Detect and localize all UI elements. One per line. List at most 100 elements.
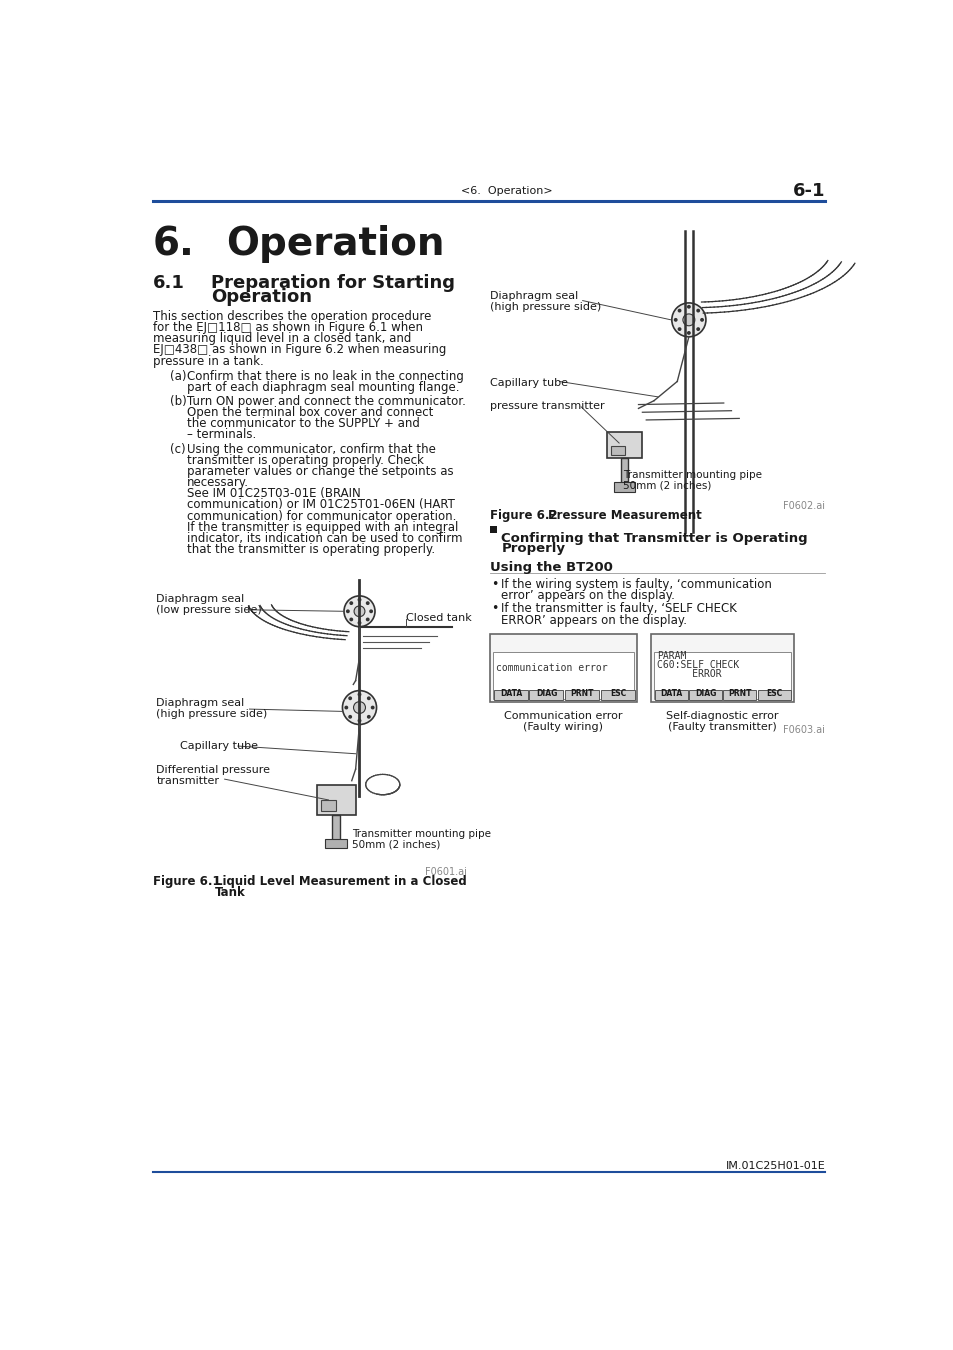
Text: PARAM: PARAM <box>657 651 686 661</box>
Text: PRNT: PRNT <box>728 690 751 698</box>
Circle shape <box>677 327 680 331</box>
Text: •: • <box>491 578 498 591</box>
Text: If the transmitter is faulty, ‘SELF CHECK: If the transmitter is faulty, ‘SELF CHEC… <box>500 602 736 616</box>
Bar <box>654 652 790 699</box>
Text: (Faulty transmitter): (Faulty transmitter) <box>667 722 776 732</box>
Text: Operation: Operation <box>226 225 444 263</box>
Text: Operation: Operation <box>211 288 312 305</box>
Text: pressure in a tank.: pressure in a tank. <box>152 355 263 367</box>
Text: Open the terminal box cover and connect: Open the terminal box cover and connect <box>187 406 433 418</box>
Circle shape <box>348 716 352 718</box>
Text: Transmitter mounting pipe: Transmitter mounting pipe <box>352 829 490 840</box>
Circle shape <box>367 697 371 701</box>
Circle shape <box>357 598 361 602</box>
Bar <box>564 690 598 701</box>
Text: measuring liquid level in a closed tank, and: measuring liquid level in a closed tank,… <box>152 332 411 346</box>
Bar <box>613 482 635 491</box>
Text: transmitter: transmitter <box>156 776 219 786</box>
Text: F0603.ai: F0603.ai <box>782 725 824 736</box>
Text: •: • <box>491 602 498 616</box>
Circle shape <box>342 691 376 725</box>
Circle shape <box>686 331 690 335</box>
Text: Communication error: Communication error <box>503 711 622 721</box>
Text: transmitter is operating properly. Check: transmitter is operating properly. Check <box>187 454 423 467</box>
Text: (low pressure side): (low pressure side) <box>156 605 262 616</box>
Text: parameter values or change the setpoints as: parameter values or change the setpoints… <box>187 464 453 478</box>
Circle shape <box>344 706 348 710</box>
Circle shape <box>354 702 365 713</box>
Text: the communicator to the SUPPLY + and: the communicator to the SUPPLY + and <box>187 417 419 431</box>
Bar <box>316 784 355 815</box>
Text: for the EJ□118□ as shown in Figure 6.1 when: for the EJ□118□ as shown in Figure 6.1 w… <box>152 321 422 333</box>
Text: IM.01C25H01-01E: IM.01C25H01-01E <box>725 1161 824 1172</box>
Circle shape <box>348 697 352 701</box>
Circle shape <box>357 621 361 625</box>
Circle shape <box>369 609 373 613</box>
Text: that the transmitter is operating properly.: that the transmitter is operating proper… <box>187 543 435 556</box>
Bar <box>688 690 721 701</box>
Text: F0601.ai: F0601.ai <box>424 867 466 878</box>
Bar <box>332 815 340 842</box>
Text: Figure 6.1: Figure 6.1 <box>152 875 220 888</box>
Circle shape <box>671 302 705 336</box>
Text: (a): (a) <box>170 370 186 382</box>
Text: C60:SELF CHECK: C60:SELF CHECK <box>657 660 739 670</box>
Text: indicator, its indication can be used to confirm: indicator, its indication can be used to… <box>187 532 461 545</box>
Text: Preparation for Starting: Preparation for Starting <box>211 274 455 292</box>
Circle shape <box>686 305 690 309</box>
Text: ERROR’ appears on the display.: ERROR’ appears on the display. <box>500 614 686 626</box>
Bar <box>529 690 562 701</box>
Circle shape <box>357 693 361 697</box>
Circle shape <box>700 319 703 321</box>
Text: (c): (c) <box>170 443 185 456</box>
Text: PRNT: PRNT <box>570 690 594 698</box>
Text: pressure transmitter: pressure transmitter <box>489 401 603 410</box>
Text: DATA: DATA <box>659 690 682 698</box>
Text: (high pressure side): (high pressure side) <box>156 709 268 720</box>
Text: ESC: ESC <box>765 690 781 698</box>
Text: Capillary tube: Capillary tube <box>179 741 257 751</box>
Text: (high pressure side): (high pressure side) <box>489 302 600 312</box>
Circle shape <box>371 706 375 710</box>
Text: Turn ON power and connect the communicator.: Turn ON power and connect the communicat… <box>187 396 465 408</box>
Bar <box>650 634 794 702</box>
Circle shape <box>677 309 680 312</box>
Text: Using the BT200: Using the BT200 <box>489 560 612 574</box>
Bar <box>722 690 756 701</box>
Circle shape <box>349 601 353 605</box>
Circle shape <box>349 617 353 621</box>
Text: DATA: DATA <box>499 690 521 698</box>
Text: communication) for communicator operation.: communication) for communicator operatio… <box>187 510 456 522</box>
Text: Transmitter mounting pipe: Transmitter mounting pipe <box>622 470 761 481</box>
Bar <box>320 801 335 811</box>
Circle shape <box>367 716 371 718</box>
Text: necessary.: necessary. <box>187 477 249 489</box>
Text: Diaphragm seal: Diaphragm seal <box>156 594 244 605</box>
Text: If the transmitter is equipped with an integral: If the transmitter is equipped with an i… <box>187 521 457 533</box>
Circle shape <box>365 617 369 621</box>
Circle shape <box>696 309 700 312</box>
Circle shape <box>346 609 350 613</box>
Bar <box>607 432 641 459</box>
Text: This section describes the operation procedure: This section describes the operation pro… <box>152 310 431 323</box>
Circle shape <box>354 606 365 617</box>
Text: 6.: 6. <box>152 225 194 263</box>
Circle shape <box>365 601 369 605</box>
Circle shape <box>357 718 361 722</box>
Text: Diaphragm seal: Diaphragm seal <box>489 292 578 301</box>
Bar <box>493 690 527 701</box>
Text: DIAG: DIAG <box>695 690 716 698</box>
Text: Confirm that there is no leak in the connecting: Confirm that there is no leak in the con… <box>187 370 463 382</box>
Text: – terminals.: – terminals. <box>187 428 255 441</box>
Bar <box>610 446 624 455</box>
Bar <box>493 652 633 699</box>
Text: Self-diagnostic error: Self-diagnostic error <box>665 711 778 721</box>
Text: 50mm (2 inches): 50mm (2 inches) <box>622 481 711 490</box>
Text: EJ□438□ as shown in Figure 6.2 when measuring: EJ□438□ as shown in Figure 6.2 when meas… <box>152 343 445 356</box>
Text: Using the communicator, confirm that the: Using the communicator, confirm that the <box>187 443 436 456</box>
Text: 50mm (2 inches): 50mm (2 inches) <box>352 840 439 849</box>
Circle shape <box>682 315 694 325</box>
Text: communication) or IM 01C25T01-06EN (HART: communication) or IM 01C25T01-06EN (HART <box>187 498 454 512</box>
Circle shape <box>696 327 700 331</box>
Text: Properly: Properly <box>500 543 565 555</box>
